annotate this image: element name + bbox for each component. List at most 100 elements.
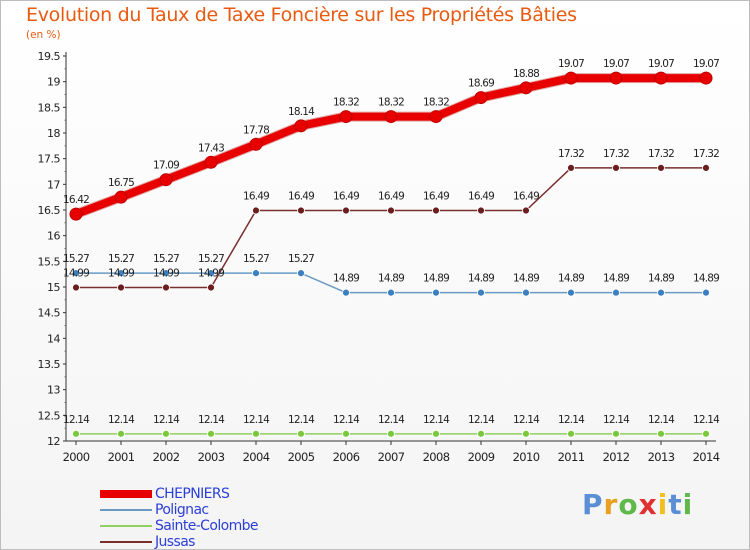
data-label: 14.89 — [693, 273, 719, 285]
data-label: 19.07 — [603, 58, 629, 70]
data-label: 18.32 — [423, 97, 449, 109]
data-label: 15.27 — [63, 253, 89, 265]
data-point — [702, 288, 710, 297]
data-label: 14.99 — [108, 268, 134, 280]
data-point — [294, 119, 308, 133]
data-label: 16.49 — [513, 191, 539, 203]
data-label: 14.89 — [558, 273, 584, 285]
data-label: 12.14 — [693, 414, 720, 426]
data-label: 14.89 — [333, 273, 359, 285]
data-point — [117, 269, 125, 278]
data-label: 16.49 — [333, 191, 359, 203]
legend-item: Jussas — [100, 534, 400, 550]
data-label: 19.07 — [558, 58, 584, 70]
data-point — [252, 269, 260, 278]
data-point — [522, 288, 530, 297]
y-tick-label: 17 — [47, 178, 60, 191]
data-point — [387, 288, 395, 297]
proxiti-logo: Proxiti — [582, 488, 693, 521]
logo-letter: o — [618, 488, 639, 521]
logo-letter: r — [603, 488, 619, 521]
data-label: 14.89 — [378, 273, 404, 285]
data-point — [699, 71, 713, 85]
data-label: 15.27 — [288, 253, 314, 265]
legend-item: CHEPNIERS — [100, 486, 400, 502]
data-point — [432, 429, 440, 438]
data-point — [252, 429, 260, 438]
data-point — [297, 269, 305, 278]
data-label: 17.09 — [153, 160, 179, 172]
data-label: 15.27 — [198, 253, 224, 265]
data-point — [522, 429, 530, 438]
data-label: 14.89 — [603, 273, 629, 285]
data-label: 17.43 — [198, 142, 224, 154]
data-point — [114, 190, 128, 204]
data-point — [657, 164, 665, 172]
chart-unit-label: (en %) — [26, 29, 61, 41]
data-point — [384, 110, 398, 124]
y-tick-label: 12.5 — [38, 409, 61, 422]
data-label: 18.88 — [513, 68, 539, 80]
data-label: 14.99 — [63, 268, 89, 280]
data-point — [612, 164, 620, 172]
data-label: 12.14 — [288, 414, 315, 426]
y-tick-label: 19.5 — [38, 50, 61, 63]
data-point — [567, 164, 575, 172]
data-label: 15.27 — [108, 253, 134, 265]
x-tick-label: 2001 — [108, 450, 135, 464]
data-point — [522, 206, 530, 215]
data-point — [204, 155, 218, 169]
data-label: 16.42 — [63, 194, 89, 206]
data-label: 17.32 — [603, 148, 629, 160]
x-tick-label: 2009 — [468, 450, 495, 464]
data-point — [162, 429, 170, 438]
y-tick-label: 15 — [47, 281, 60, 294]
data-point — [117, 429, 125, 438]
x-tick-label: 2000 — [63, 450, 90, 464]
data-label: 16.49 — [288, 191, 314, 203]
data-label: 17.78 — [243, 124, 269, 136]
logo-letter: P — [582, 488, 604, 521]
data-label: 14.99 — [153, 268, 179, 280]
chart-legend: CHEPNIERS Polignac Sainte-Colombe Jussas — [100, 486, 400, 550]
y-tick-label: 19 — [47, 76, 60, 89]
data-label: 12.14 — [513, 414, 540, 426]
y-tick-label: 14.5 — [38, 307, 61, 320]
data-label: 12.14 — [108, 414, 135, 426]
chart-title: Evolution du Taux de Taxe Foncière sur l… — [26, 4, 577, 26]
data-point — [432, 288, 440, 297]
data-label: 14.89 — [648, 273, 674, 285]
data-point — [72, 269, 80, 278]
data-label: 16.75 — [108, 177, 134, 189]
data-point — [162, 283, 170, 292]
y-tick-label: 17.5 — [38, 153, 61, 166]
legend-label: Polignac — [155, 502, 209, 518]
data-point — [342, 288, 350, 297]
data-point — [567, 288, 575, 297]
legend-swatch — [100, 541, 152, 543]
data-point — [609, 71, 623, 85]
legend-label: CHEPNIERS — [155, 486, 230, 502]
x-tick-label: 2014 — [693, 450, 720, 464]
data-label: 12.14 — [603, 414, 630, 426]
x-tick-label: 2004 — [243, 450, 270, 464]
data-point — [519, 81, 533, 95]
data-label: 18.69 — [468, 78, 494, 90]
legend-swatch — [100, 525, 152, 527]
logo-letter: i — [682, 488, 694, 521]
x-tick-label: 2007 — [378, 450, 405, 464]
data-point — [702, 429, 710, 438]
legend-item: Polignac — [100, 502, 400, 518]
legend-label: Sainte-Colombe — [155, 518, 259, 534]
data-point — [162, 269, 170, 278]
data-point — [69, 207, 83, 221]
data-label: 19.07 — [693, 58, 719, 70]
data-label: 15.27 — [153, 253, 179, 265]
data-point — [342, 429, 350, 438]
data-label: 14.89 — [468, 273, 494, 285]
data-label: 12.14 — [198, 414, 225, 426]
data-point — [387, 206, 395, 215]
y-tick-label: 15.5 — [38, 255, 61, 268]
